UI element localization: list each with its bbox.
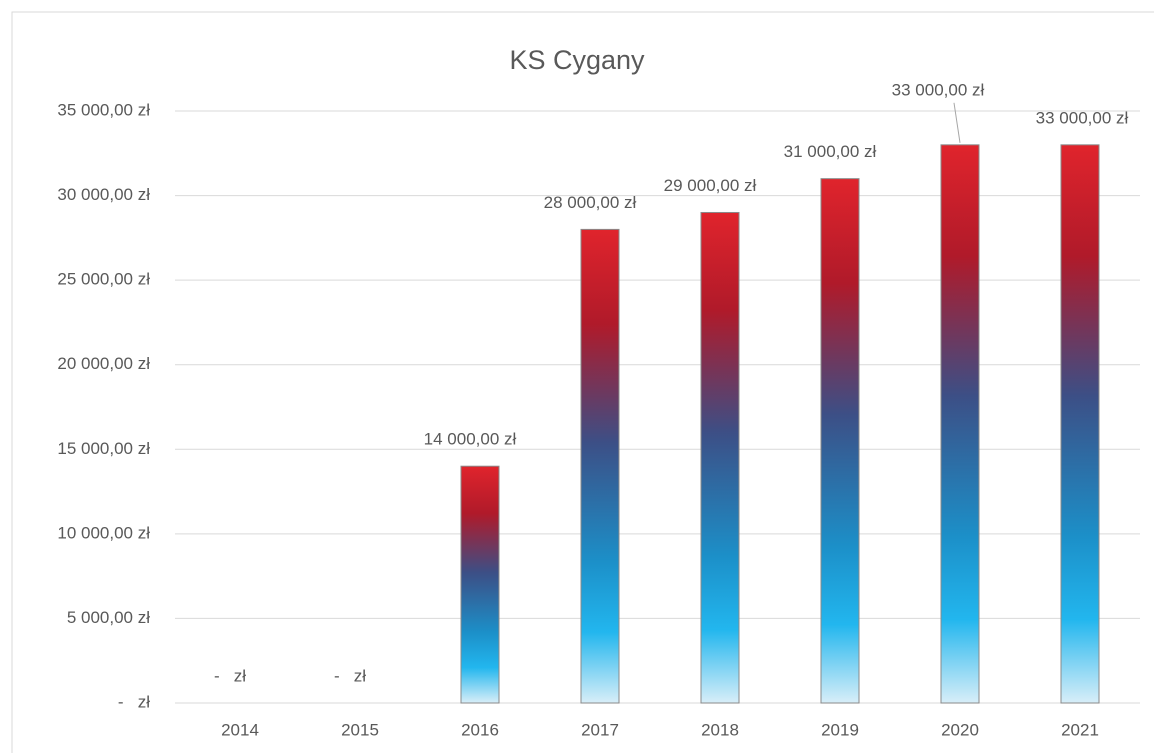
y-tick-label: - zł	[118, 692, 150, 711]
y-tick-label: 10 000,00 zł	[57, 523, 150, 542]
bar	[580, 228, 620, 704]
x-tick-label: 2019	[821, 720, 859, 739]
value-label: 29 000,00 zł	[664, 176, 757, 195]
x-tick-label: 2016	[461, 720, 499, 739]
x-tick-label: 2021	[1061, 720, 1099, 739]
leader-line	[953, 102, 961, 143]
value-label: 14 000,00 zł	[424, 430, 517, 449]
x-tick-label: 2015	[341, 720, 379, 739]
bar	[460, 465, 500, 704]
value-label: 33 000,00 zł	[1036, 108, 1129, 127]
chart-border	[11, 11, 1154, 753]
x-tick-label: 2020	[941, 720, 979, 739]
bar	[820, 178, 860, 704]
x-tick-label: 2014	[221, 720, 259, 739]
value-label: 33 000,00 zł	[892, 80, 985, 99]
chart-title: KS Cygany	[509, 45, 645, 75]
value-label: 31 000,00 zł	[784, 142, 877, 161]
y-tick-label: 30 000,00 zł	[57, 185, 150, 204]
bar	[1060, 144, 1100, 704]
bar	[940, 144, 980, 704]
y-tick-label: 25 000,00 zł	[57, 270, 150, 289]
y-tick-label: 35 000,00 zł	[57, 100, 150, 119]
value-label: - zł	[214, 666, 246, 685]
x-tick-label: 2018	[701, 720, 739, 739]
y-tick-label: 5 000,00 zł	[67, 608, 150, 627]
y-tick-label: 20 000,00 zł	[57, 354, 150, 373]
value-label: 28 000,00 zł	[544, 193, 637, 212]
bar	[700, 211, 740, 704]
x-tick-label: 2017	[581, 720, 619, 739]
value-label: - zł	[334, 666, 366, 685]
y-tick-label: 15 000,00 zł	[57, 439, 150, 458]
